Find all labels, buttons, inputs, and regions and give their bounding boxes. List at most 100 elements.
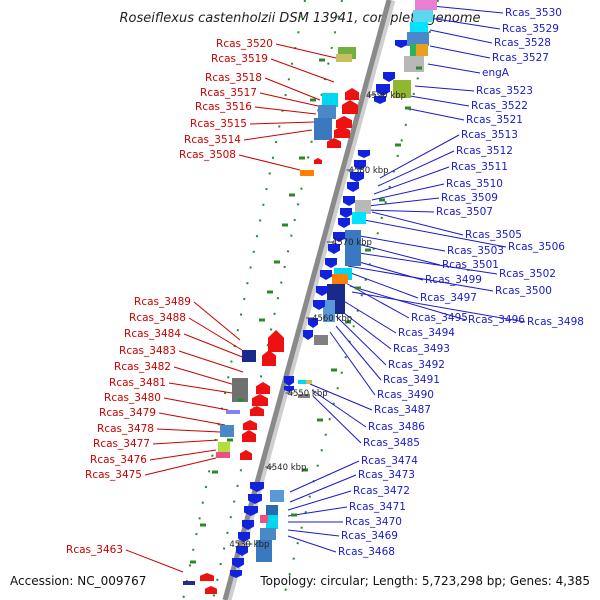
gene-label-right: Rcas_3468 [338, 546, 395, 558]
reverse-gene-arrow [340, 208, 352, 218]
reverse-gene-arrow [242, 520, 254, 530]
gene-feature-block [407, 32, 429, 46]
forward-gene-arrow [327, 138, 341, 148]
label-connector-right [312, 395, 362, 444]
label-connector-left [178, 350, 244, 373]
gene-label-left: Rcas_3480 [104, 392, 161, 404]
gene-label-left: Rcas_3516 [195, 101, 252, 113]
reverse-gene-arrow [350, 172, 364, 182]
label-connector-right [347, 265, 494, 292]
gene-label-right: Rcas_3495 [411, 312, 468, 324]
forward-gene-arrow [336, 116, 352, 128]
forward-gene-arrow [334, 126, 350, 138]
reverse-gene-arrow [303, 330, 313, 340]
label-connector-right [429, 29, 493, 44]
gene-label-left: Rcas_3463 [66, 544, 123, 556]
gene-label-right: Rcas_3472 [353, 485, 410, 497]
label-connector-left [173, 366, 236, 386]
label-connector-left [193, 301, 241, 341]
label-connector-right [287, 529, 340, 537]
gene-label-left: Rcas_3478 [97, 423, 154, 435]
gene-label-right: Rcas_3502 [499, 268, 556, 280]
label-connector-left [149, 449, 217, 461]
label-connector-right [287, 506, 348, 517]
label-connector-left [270, 58, 335, 83]
kbp-tick-label: 4580 kbp [349, 166, 389, 176]
label-connector-right [329, 331, 376, 396]
forward-gene-arrow [242, 430, 256, 442]
label-connector-right [367, 197, 440, 207]
gene-feature-block [393, 80, 411, 98]
gene-feature-block [183, 581, 195, 585]
kbp-tick-label: 4590 kbp [366, 91, 406, 101]
kbp-tick-label: 4570 kbp [332, 238, 372, 248]
kbp-tick-label: 4550 kbp [288, 389, 328, 399]
kbp-tick-label: 4560 kbp [312, 314, 352, 324]
gene-label-right: Rcas_3507 [436, 206, 493, 218]
label-connector-right [309, 383, 373, 411]
reverse-gene-arrow [238, 532, 250, 542]
reverse-gene-arrow [313, 300, 325, 310]
label-connector-left [259, 92, 319, 107]
gene-feature-block [415, 0, 437, 10]
label-connector-left [125, 549, 184, 573]
label-connector-right [414, 85, 475, 92]
gene-feature-block [266, 505, 278, 515]
gene-feature-block [314, 118, 332, 140]
gene-label-right: Rcas_3522 [471, 100, 528, 112]
gene-feature-block [404, 56, 424, 72]
gene-labels-right: Rcas_3530 Rcas_3529 Rcas_3528 Rcas_3527 engA… [338, 7, 584, 558]
label-connector-right [289, 474, 357, 503]
gene-label-right: Rcas_3491 [383, 374, 440, 386]
gene-label-right: Rcas_3527 [492, 52, 549, 64]
gene-feature-block [220, 425, 234, 437]
gene-label-right: Rcas_3512 [456, 145, 513, 157]
gene-feature-block [352, 212, 366, 224]
forward-gene-arrow [205, 586, 217, 594]
label-connector-right [359, 235, 446, 252]
gene-label-right: engA [482, 67, 510, 79]
gene-label-left: Rcas_3519 [211, 53, 268, 65]
gene-label-right: Rcas_3498 [527, 316, 584, 328]
gene-label-left: Rcas_3479 [99, 407, 156, 419]
forward-gene-arrow [268, 330, 284, 352]
reverse-gene-arrow [328, 244, 340, 254]
label-connector-left [163, 397, 229, 411]
gene-label-right: Rcas_3487 [374, 404, 431, 416]
forward-gene-arrow [252, 394, 268, 406]
reverse-gene-arrow [230, 570, 242, 578]
gene-label-left: Rcas_3481 [109, 377, 166, 389]
gene-label-right: Rcas_3490 [377, 389, 434, 401]
reverse-gene-arrow [248, 494, 262, 504]
reverse-gene-arrow [316, 286, 328, 296]
forward-gene-arrow [262, 350, 276, 366]
gene-label-right: Rcas_3503 [447, 245, 504, 257]
label-connector-right [371, 211, 464, 236]
label-connector-left [168, 382, 233, 394]
reverse-gene-arrow [236, 546, 248, 556]
gene-label-left: Rcas_3488 [129, 312, 186, 324]
gene-label-right: Rcas_3496 [468, 314, 525, 326]
label-connector-right [404, 107, 465, 121]
reverse-gene-arrow [250, 482, 264, 492]
gene-feature-block [314, 335, 328, 345]
label-connector-left [188, 317, 243, 351]
label-connector-right [339, 309, 392, 350]
gene-label-right: Rcas_3501 [442, 259, 499, 271]
reverse-gene-arrow [333, 232, 345, 242]
gene-feature-block [242, 350, 256, 362]
label-connector-left [158, 412, 226, 426]
gene-label-right: Rcas_3486 [368, 421, 425, 433]
label-connector-left [243, 129, 313, 141]
gene-label-left: Rcas_3482 [114, 361, 171, 373]
forward-gene-arrow [256, 382, 270, 394]
label-connector-right [429, 45, 491, 59]
gene-label-left: Rcas_3489 [134, 296, 191, 308]
reverse-gene-arrow [374, 96, 386, 104]
label-connector-right [373, 166, 450, 195]
reverse-gene-arrow [343, 196, 355, 206]
gene-label-right: Rcas_3505 [465, 229, 522, 241]
gene-feature-block [306, 380, 312, 384]
gene-label-left: Rcas_3514 [184, 134, 241, 146]
